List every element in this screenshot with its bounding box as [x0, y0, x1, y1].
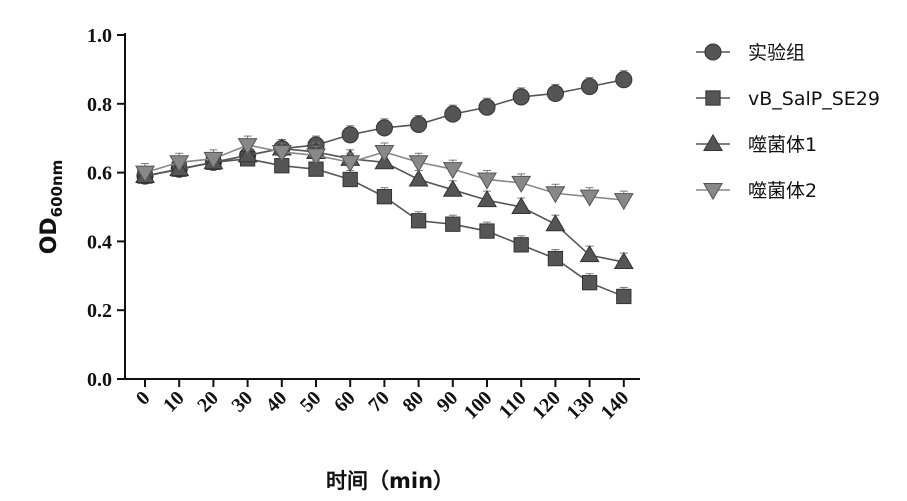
data-point	[579, 245, 600, 263]
data-point	[579, 189, 600, 207]
y-tick-label: 0.8	[87, 94, 112, 116]
x-tick-label: 40	[262, 387, 292, 417]
legend-marker	[703, 133, 723, 151]
data-point	[444, 105, 462, 123]
y-tick-label: 1.0	[87, 25, 112, 47]
data-point	[445, 216, 461, 232]
legend-label: 噬菌体1	[748, 134, 817, 156]
x-tick-label: 90	[433, 387, 463, 417]
x-tick-label: 80	[398, 387, 428, 417]
legend-marker	[705, 90, 721, 106]
legend-item: vB_SalP_SE29	[696, 88, 880, 110]
data-point	[271, 144, 292, 163]
data-point	[546, 84, 564, 103]
legend-label: 噬菌体2	[748, 180, 817, 202]
x-tick-label: 110	[495, 387, 531, 423]
x-tick-label: 130	[562, 387, 599, 424]
data-point	[408, 169, 429, 187]
y-axis-title-main: OD	[37, 217, 62, 254]
data-point	[545, 214, 566, 232]
x-tick-label: 60	[330, 387, 360, 417]
data-point	[374, 144, 395, 163]
data-point	[545, 186, 566, 204]
x-tick-label: 10	[159, 387, 189, 417]
legend-marker	[704, 43, 722, 61]
y-tick-label: 0.4	[87, 231, 112, 253]
data-point	[410, 213, 427, 229]
x-tick-label: 120	[528, 387, 565, 424]
x-tick-label: 70	[364, 387, 394, 417]
data-point	[203, 151, 224, 169]
legend-item: 噬菌体2	[696, 180, 817, 202]
x-tick-label: 140	[597, 387, 634, 424]
data-point	[613, 193, 634, 211]
legend: 实验组 vB_SalP_SE29 噬菌体1 噬菌体2	[696, 42, 880, 202]
data-point	[477, 190, 497, 208]
legend-label: 实验组	[748, 42, 805, 64]
data-point	[615, 71, 633, 89]
y-axis-title-sub: 600nm	[48, 160, 66, 218]
data-point	[581, 275, 598, 291]
legend-marker	[703, 183, 723, 201]
data-point	[513, 237, 529, 253]
data-point	[581, 78, 599, 96]
data-point	[616, 288, 632, 305]
y-tick-label: 0.6	[87, 163, 112, 185]
data-point	[477, 172, 497, 190]
series-4	[135, 135, 634, 211]
data-point	[547, 250, 564, 267]
data-point	[342, 171, 358, 188]
x-tick-label: 30	[227, 387, 257, 417]
data-point	[237, 138, 258, 156]
x-tick-label: 20	[193, 387, 223, 417]
x-axis-title: 时间（min）	[326, 469, 454, 493]
data-point	[442, 179, 463, 197]
legend-item: 实验组	[696, 42, 805, 64]
data-point	[511, 175, 532, 194]
data-point	[376, 189, 393, 205]
y-tick-label: 0.2	[87, 300, 112, 322]
data-point	[410, 115, 428, 134]
x-tick-label: 0	[132, 387, 155, 410]
data-point	[135, 165, 155, 183]
legend-item: 噬菌体1	[696, 133, 817, 156]
data-point	[340, 155, 361, 173]
series-layer	[135, 70, 634, 305]
data-point	[306, 148, 326, 166]
data-point	[511, 196, 532, 214]
data-point	[478, 98, 496, 116]
data-point	[408, 155, 429, 173]
x-tick-label: 50	[296, 387, 326, 417]
y-tick-label: 0.0	[87, 369, 112, 391]
svg-text:OD600nm: OD600nm	[37, 160, 66, 255]
data-point	[169, 155, 190, 173]
legend-label: vB_SalP_SE29	[748, 88, 880, 110]
data-point	[375, 119, 393, 137]
data-point	[341, 126, 359, 144]
y-axis-title: OD600nm	[37, 160, 66, 255]
data-point	[512, 88, 530, 106]
data-point	[442, 162, 463, 180]
x-tick-label: 100	[460, 387, 497, 424]
data-point	[479, 223, 495, 239]
data-point	[613, 251, 634, 270]
